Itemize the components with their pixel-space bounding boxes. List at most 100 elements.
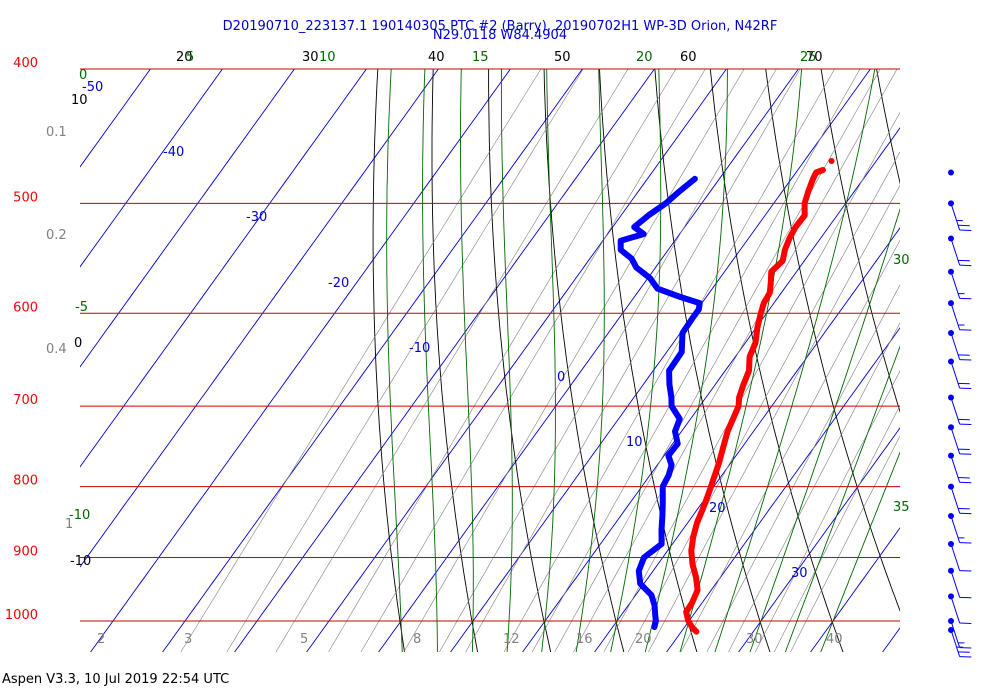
- moist-adiabat-label: 5: [186, 50, 194, 65]
- dry-adiabat-label: 70: [806, 50, 823, 65]
- mixing-ratio-label: 2: [97, 632, 105, 647]
- mixing-ratio-line: [465, 69, 801, 652]
- isotherm-label: 0: [557, 370, 565, 385]
- mixing-ratio-line: [573, 69, 898, 652]
- isotherm-line: [80, 69, 223, 268]
- isotherm-label: -20: [328, 276, 349, 291]
- mixing-ratio-line: [328, 69, 677, 652]
- isotherm-line: [378, 69, 799, 652]
- dry-adiabat-line: [820, 69, 900, 414]
- dry-adiabat-label: 60: [680, 50, 697, 65]
- isotherm-label: 30: [791, 566, 808, 581]
- isotherm-line: [90, 69, 511, 652]
- moist-adiabat-line: [460, 69, 474, 652]
- isotherm-line: [80, 69, 367, 468]
- left-axis-label: 0.4: [46, 342, 67, 357]
- dry-adiabat-label: 40: [428, 50, 445, 65]
- isotherm-line: [80, 69, 151, 168]
- dry-adiabat-line: [488, 69, 552, 652]
- moist-adiabat-line: [386, 69, 403, 652]
- wind-barb: [948, 626, 972, 658]
- isotherm-label: -10: [409, 341, 430, 356]
- grid-lines: [80, 6, 1000, 668]
- mixing-ratio-line: [728, 322, 900, 652]
- pressure-tick-label: 500: [13, 190, 38, 205]
- isotherm-line: [522, 127, 900, 652]
- sounding-profiles: [617, 158, 835, 635]
- wind-barb: [948, 483, 972, 515]
- mixing-ratio-label: 40: [826, 632, 843, 647]
- pressure-tick-label: 400: [13, 56, 38, 71]
- wind-barb: [948, 235, 972, 267]
- moist-adiabat-line: [541, 69, 556, 652]
- wind-barb: [948, 540, 972, 572]
- moist-adiabat-label: 0: [79, 68, 87, 83]
- dry-adiabat-line: [920, 6, 1000, 668]
- chart-subtitle: N29.0118 W84.4904: [432, 28, 568, 43]
- mixing-ratio-label: 3: [184, 632, 192, 647]
- moist-adiabat-label: 15: [472, 50, 489, 65]
- moist-adiabat-line: [644, 69, 728, 652]
- wind-barb: [948, 330, 972, 361]
- dry-adiabat-label: 50: [554, 50, 571, 65]
- wind-barb: [948, 394, 972, 425]
- dry-adiabat-line: [973, 6, 1000, 668]
- dry-adiabat-line: [431, 69, 479, 652]
- chart-title: D20190710_223137.1 190140305 PTC #2 (Bar…: [222, 19, 778, 34]
- dry-adiabat-line: [599, 69, 698, 652]
- wind-barb: [948, 358, 972, 390]
- mixing-ratio-label: 5: [300, 632, 308, 647]
- mixing-ratio-line: [706, 284, 900, 652]
- mixing-ratio-line: [531, 69, 861, 652]
- left-axis-label: 0.2: [46, 228, 67, 243]
- dry-adiabat-line: [654, 69, 771, 652]
- dry-adiabat-label: 20: [176, 50, 193, 65]
- isotherm-line: [666, 327, 900, 652]
- left-axis-label: 1: [65, 517, 73, 532]
- mixing-ratio-line: [180, 69, 542, 652]
- wind-barb: [948, 200, 972, 231]
- axis-labels: 4005006007008009001000-50-40-30-20-10010…: [5, 50, 910, 647]
- mixing-ratio-line: [627, 151, 900, 652]
- isotherm-line: [80, 69, 439, 568]
- mixing-ratio-line: [648, 184, 900, 652]
- footer-text: Aspen V3.3, 10 Jul 2019 22:54 UTC: [2, 672, 230, 687]
- moist-adiabat-line: [500, 69, 513, 652]
- isotherm-line: [234, 69, 655, 652]
- isotherm-line: [882, 627, 900, 652]
- dry-adiabat-label: -10: [70, 554, 91, 569]
- dry-adiabat-line: [765, 69, 900, 612]
- moist-adiabat-label: 10: [319, 50, 336, 65]
- isotherm-line: [810, 527, 900, 652]
- pressure-tick-label: 700: [13, 393, 38, 408]
- isotherm-label: 10: [626, 435, 643, 450]
- wind-barbs: [948, 169, 972, 658]
- left-axis-label: 0.1: [46, 125, 67, 140]
- pressure-tick-label: 800: [13, 474, 38, 489]
- isotherm-label: -50: [82, 80, 103, 95]
- dewpoint-profile: [617, 175, 703, 630]
- moist-adiabat-label: 20: [636, 50, 653, 65]
- mixing-ratio-label: 30: [746, 632, 763, 647]
- wind-barb: [948, 300, 972, 331]
- mixing-ratio-label: 16: [576, 632, 593, 647]
- mixing-ratio-line: [754, 370, 900, 652]
- wind-barb: [948, 512, 972, 544]
- dry-adiabat-line: [709, 69, 844, 652]
- wind-barb: [948, 268, 972, 300]
- isotherm-line: [450, 69, 871, 652]
- moist-adiabat-line: [749, 207, 900, 652]
- mixing-ratio-line: [680, 239, 900, 652]
- isotherm-label: 20: [709, 501, 726, 516]
- isotherm-label: -40: [163, 145, 184, 160]
- isotherm-line: [80, 69, 295, 368]
- wind-barb: [948, 169, 954, 176]
- temperature-top-point: [828, 158, 835, 165]
- isotherm-line: [594, 227, 900, 652]
- mixing-ratio-line: [360, 69, 706, 652]
- isotherm-label: -30: [246, 210, 267, 225]
- mixing-ratio-line: [439, 69, 777, 652]
- mixing-ratio-line: [790, 435, 900, 652]
- moist-adiabat-line: [575, 69, 605, 652]
- mixing-ratio-label: 20: [635, 632, 652, 647]
